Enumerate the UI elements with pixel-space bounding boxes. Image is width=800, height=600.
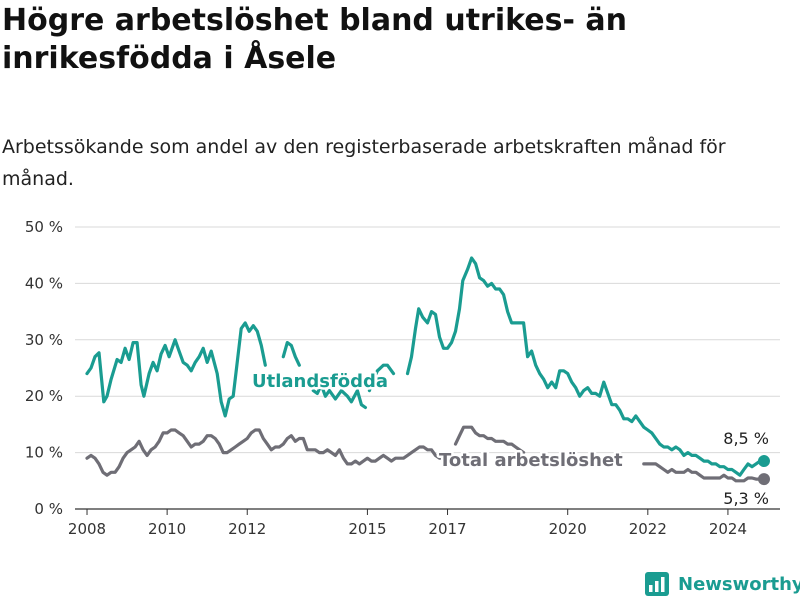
y-tick-label: 20 %: [25, 387, 63, 405]
series-label-utlandsfodda: Utlandsfödda: [252, 371, 388, 392]
series-label-total: Total arbetslöshet: [439, 450, 623, 471]
brand-name: Newsworthy: [678, 573, 800, 595]
y-tick-label: 10 %: [25, 444, 63, 462]
end-point-utlandsfodda: [757, 455, 770, 468]
x-tick-label: 2010: [148, 520, 186, 538]
x-tick-label: 2017: [428, 520, 466, 538]
chart-subtitle: Arbetssökande som andel av den registerb…: [2, 136, 726, 190]
brand-logo: Newsworthy: [644, 570, 800, 598]
series-labels: Utlandsfödda Total arbetslöshet 8,5 % 5,…: [250, 369, 770, 509]
x-tick-label: 2008: [68, 520, 106, 538]
series-line-utlandsfodda: [367, 363, 396, 393]
y-tick-label: 50 %: [25, 218, 63, 236]
series-lines: [85, 256, 770, 486]
x-tick-label: 2020: [549, 520, 587, 538]
end-value-utlandsfodda: 8,5 %: [723, 429, 769, 448]
newsworthy-logo-icon: [645, 572, 669, 596]
y-tick-label: 40 %: [25, 274, 63, 292]
x-tick-label: 2024: [709, 520, 747, 538]
chart-title: Högre arbetslöshet bland utrikes- än inr…: [2, 3, 627, 76]
end-value-total: 5,3 %: [723, 489, 769, 508]
series-line-utlandsfodda: [85, 321, 267, 418]
series-line-total: [85, 428, 446, 477]
end-point-total: [757, 473, 770, 486]
series-line-total: [642, 462, 766, 483]
grid: [75, 226, 780, 510]
series-line-utlandsfodda: [311, 383, 367, 410]
x-tick-label: 2022: [629, 520, 667, 538]
series-line-utlandsfodda: [281, 341, 301, 367]
series-line-total: [453, 425, 526, 455]
x-tick-label: 2012: [228, 520, 266, 538]
y-tick-label: 30 %: [25, 331, 63, 349]
x-tick-label: 2015: [348, 520, 386, 538]
y-tick-label: 0 %: [34, 500, 63, 518]
series-line-utlandsfodda: [405, 256, 766, 477]
axes: 0 % 10 % 20 % 30 % 40 % 50 % 2008 2010 2012 2015 2…: [25, 218, 747, 538]
